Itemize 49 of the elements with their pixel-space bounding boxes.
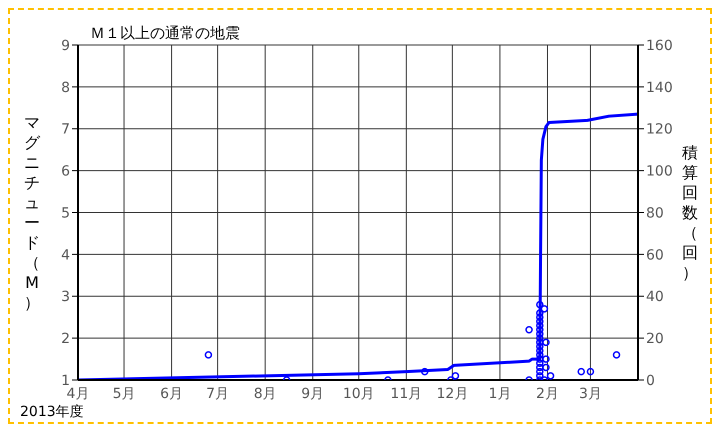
y-tick-label: 7 <box>61 122 70 138</box>
y2-tick-label: 60 <box>646 247 664 264</box>
y2-tick-label: 0 <box>646 372 655 389</box>
point <box>536 368 544 376</box>
y2-tick-label: 140 <box>646 80 673 96</box>
point <box>525 326 533 334</box>
y-tick-label: 4 <box>61 247 70 264</box>
y2-tick-label: 120 <box>646 122 673 138</box>
x-tick-label: 11月 <box>390 386 422 402</box>
point <box>542 338 550 346</box>
y-tick-label: 8 <box>61 80 70 96</box>
y2-tick-label: 40 <box>646 289 664 306</box>
point <box>542 364 550 372</box>
point <box>586 368 594 376</box>
x-tick-label: 7月 <box>206 386 230 402</box>
y2-axis-title: 積算回数（回） <box>682 143 698 282</box>
point <box>612 351 620 359</box>
point <box>536 372 544 380</box>
x-tick-label: 2月 <box>536 386 559 402</box>
x-axis-title: 2013年度 <box>20 404 84 420</box>
point <box>452 372 460 380</box>
y-tick-label: 9 <box>61 38 70 54</box>
x-tick-label: 9月 <box>301 386 324 402</box>
x-tick-label: 1月 <box>488 386 512 402</box>
point <box>546 372 554 380</box>
y2-tick-label: 100 <box>646 164 673 180</box>
chart-title: Ｍ１以上の通常の地震 <box>90 24 240 43</box>
point <box>536 360 544 367</box>
y2-tick-label: 80 <box>646 205 664 222</box>
y-tick-label: 3 <box>61 289 70 306</box>
x-tick-label: 10月 <box>342 386 375 402</box>
point <box>536 300 544 308</box>
point <box>204 351 212 359</box>
text: マグニチュード（M） <box>24 113 40 312</box>
x-tick-label: 5月 <box>112 386 136 402</box>
point <box>540 305 548 313</box>
x-tick-label: 8月 <box>254 386 277 402</box>
point <box>577 368 585 376</box>
x-tick-label: 12月 <box>436 386 468 402</box>
x-tick-label: 3月 <box>578 386 602 402</box>
point <box>420 368 428 376</box>
y2-tick-label: 20 <box>646 331 664 348</box>
y2-tick-label: 160 <box>646 38 673 54</box>
x-tick-label: 6月 <box>160 386 184 402</box>
point <box>536 364 544 372</box>
point <box>542 355 550 363</box>
y-tick-label: 2 <box>61 331 70 348</box>
y-tick-label: 6 <box>61 164 70 180</box>
y-tick-label: 5 <box>61 205 70 222</box>
